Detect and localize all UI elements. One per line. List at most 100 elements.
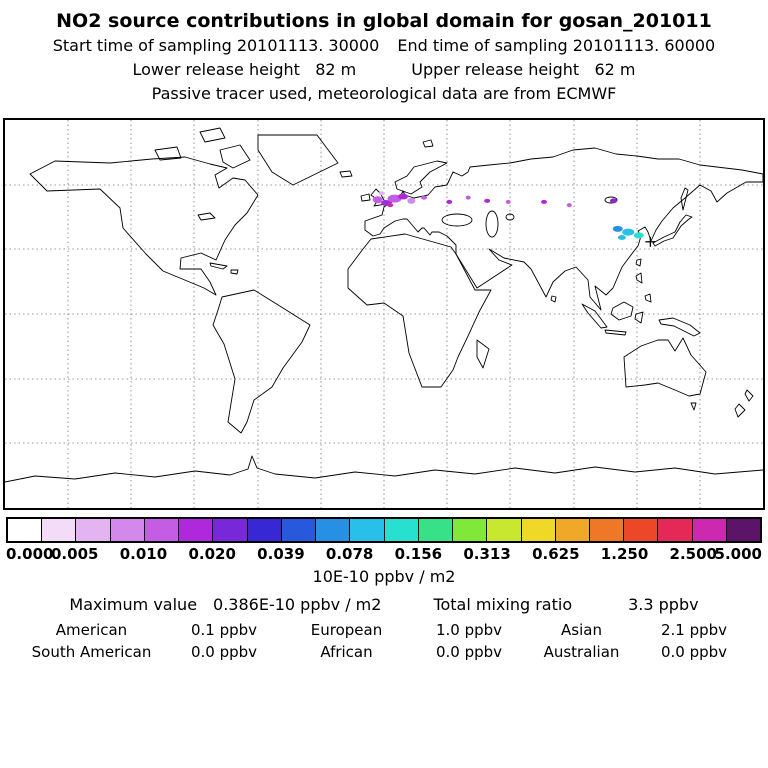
region-label-african: African [320,643,373,661]
colorbar-segment [280,519,316,541]
region-value-american: 0.1 ppbv [190,621,258,639]
coastlines [5,127,763,483]
colorbar-segment [383,519,418,541]
lake-baikal-outline [604,196,618,204]
map-gridlines [5,120,763,508]
sampling-times-line: Start time of sampling 20101113. 30000 E… [0,34,768,58]
hotspot [446,199,453,204]
hotspot [617,234,626,240]
colorbar-tick: 0.039 [257,545,305,563]
hotspot [465,195,471,200]
scandinavia-outline [394,160,448,195]
hotspot [633,232,644,239]
region-contributions-table: American 0.1 ppbv European 1.0 ppbv Asia… [0,619,768,663]
colorbar-tick: 0.313 [463,545,511,563]
hotspot [372,196,383,204]
greenland-outline [257,134,339,186]
hotspot [397,193,408,200]
islands-outline [154,127,754,418]
colorbar-tick: 0.010 [119,545,168,563]
contribution-hotspots [372,191,644,240]
region-label-australian: Australian [543,643,620,661]
hotspot [387,203,394,208]
aral-sea-outline [505,213,515,221]
lower-release-text: Lower release height 82 m [132,60,357,79]
hotspot [407,197,416,204]
maximum-label: Maximum value [69,595,198,614]
hotspot [484,198,491,203]
north-america-outline [29,156,259,296]
caspian-sea-outline [485,210,499,238]
colorbar-tick: 0.000 [6,545,54,563]
colorbar-segment [657,519,692,541]
end-time-text: End time of sampling 20101113. 60000 [397,36,716,55]
colorbar-segment [725,519,761,541]
colorbar-segment [178,519,213,541]
region-label-south-american: South American [31,643,152,661]
colorbar-segment [349,519,384,541]
colorbar-segment [691,519,726,541]
colorbar-tick: 0.156 [394,545,443,563]
colorbar-tick: 0.625 [532,545,580,563]
maximum-value: 0.386E-10 ppbv / m2 [213,595,382,614]
region-value-asian: 2.1 ppbv [660,621,728,639]
colorbar-segment [75,519,110,541]
hotspot [378,191,385,196]
plot-header: NO2 source contributions in global domai… [0,0,768,106]
colorbar [6,517,762,543]
region-label-american: American [55,621,128,639]
colorbar-segment [246,519,281,541]
tracer-info-line: Passive tracer used, meteorological data… [151,84,617,103]
colorbar-segment [520,519,555,541]
colorbar-units-label: 10E-10 ppbv / m2 [312,567,456,586]
region-label-european: European [310,621,383,639]
hotspot [505,199,511,204]
colorbar-segment [417,519,453,541]
region-label-asian: Asian [561,621,602,639]
region-value-australian: 0.0 ppbv [660,643,728,661]
region-value-european: 1.0 ppbv [435,621,503,639]
colorbar-tick: 2.500 [669,545,717,563]
hotspot [610,198,618,204]
colorbar-tick: 0.005 [50,545,99,563]
colorbar-panel: 0.000 0.005 0.010 0.020 0.039 0.078 0.156 0.313… [6,517,762,565]
colorbar-segment [486,519,521,541]
colorbar-segment [452,519,487,541]
stats-line: Maximum value 0.386E-10 ppbv / m2 Total … [0,595,768,615]
hotspot [541,199,548,204]
eurasia-outline [364,147,763,311]
hotspot [566,203,572,208]
africa-outline [347,233,492,388]
colorbar-segment [212,519,247,541]
total-mixing-label: Total mixing ratio [433,595,573,614]
colorbar-tick: 0.078 [325,545,374,563]
colorbar-segment [554,519,589,541]
region-value-african: 0.0 ppbv [435,643,503,661]
colorbar-segment [623,519,658,541]
colorbar-segment [143,519,179,541]
upper-release-text: Upper release height 62 m [411,60,636,79]
world-map-panel [3,118,765,510]
hotspot [612,225,623,232]
colorbar-segment [109,519,144,541]
colorbar-segment [315,519,350,541]
colorbar-tick-labels: 0.000 0.005 0.010 0.020 0.039 0.078 0.156 0.313… [6,545,762,565]
world-map [5,120,763,508]
plot-title: NO2 source contributions in global domai… [56,10,712,32]
colorbar-segment [41,519,76,541]
south-america-outline [212,289,311,434]
black-sea-outline [441,213,473,227]
total-mixing-value: 3.3 ppbv [628,595,699,614]
antarctica-outline [5,455,763,483]
receptor-marker [645,236,656,247]
region-value-south-american: 0.0 ppbv [190,643,258,661]
source-contribution-plot: NO2 source contributions in global domai… [0,0,768,663]
start-time-text: Start time of sampling 20101113. 30000 [52,36,380,55]
colorbar-tick: 5.000 [714,545,762,563]
release-heights-line: Lower release height 82 m Upper release … [0,58,768,82]
hotspot [622,228,635,236]
hotspot [421,195,428,200]
australia-outline [623,337,707,397]
colorbar-segment [588,519,624,541]
colorbar-segment [8,519,42,541]
